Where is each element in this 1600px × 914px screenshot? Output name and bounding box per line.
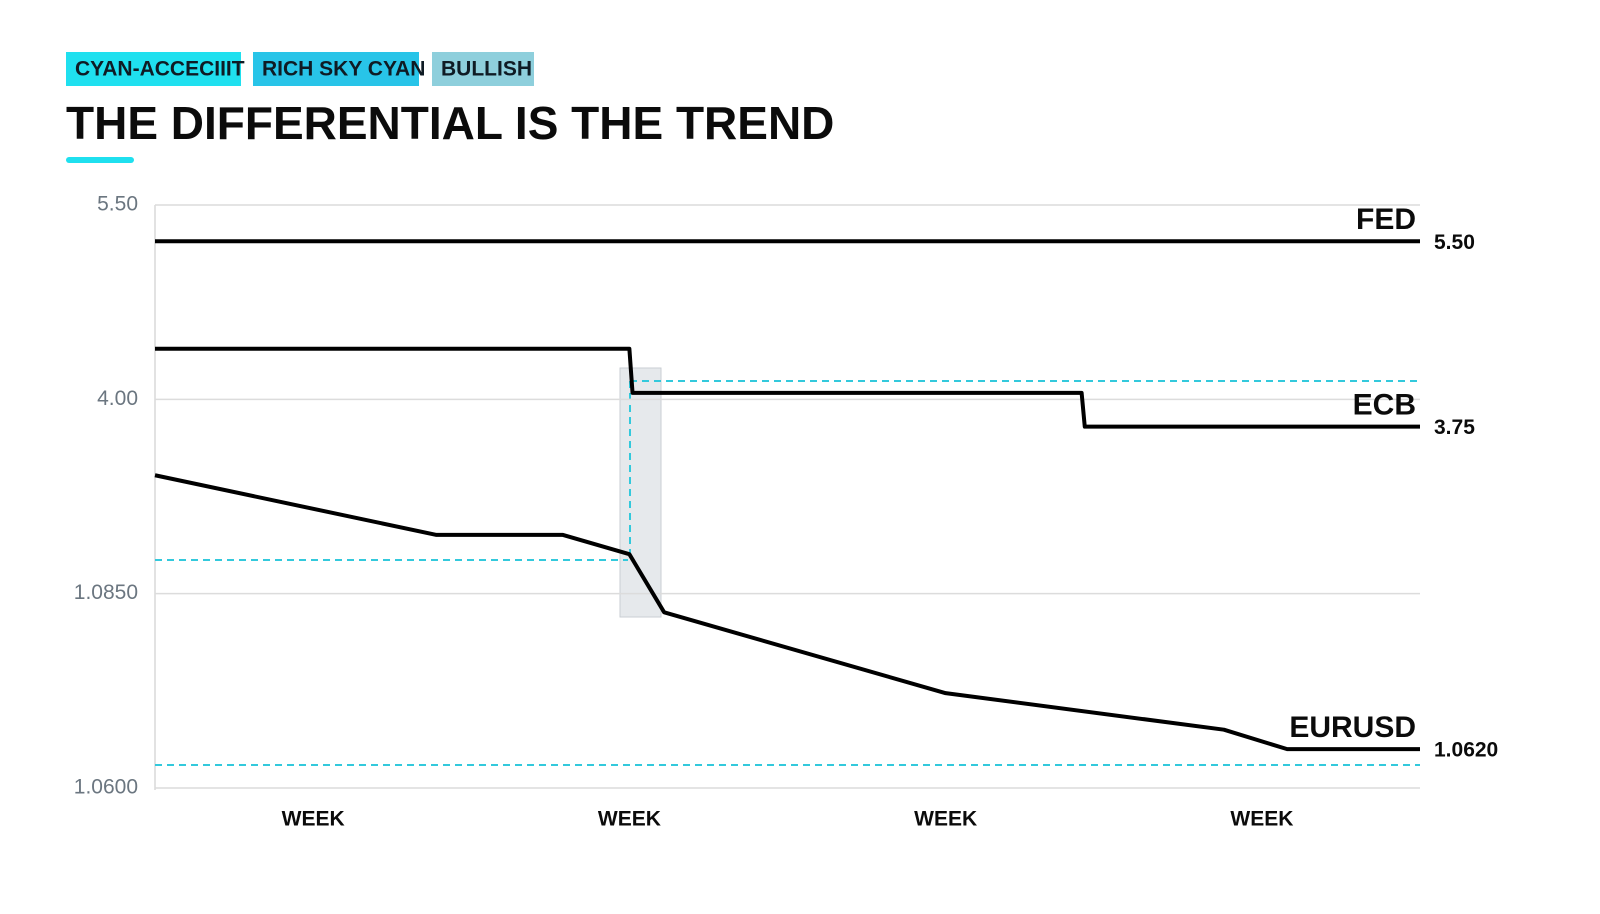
y-tick-label: 4.00 [97, 387, 138, 410]
end-value-label: 1.0620 [1434, 739, 1498, 762]
tag: CYAN-ACCECIIIT [75, 58, 245, 81]
title-underline [66, 157, 134, 163]
series-label: FED [1356, 203, 1416, 236]
series-label: ECB [1353, 389, 1416, 422]
chart-title: THE DIFFERENTIAL IS THE TREND [66, 97, 834, 149]
y-tick-label: 5.50 [97, 193, 138, 216]
x-tick-label: WEEK [282, 808, 345, 831]
end-value-label: 5.50 [1434, 231, 1475, 254]
tag: BULLISH [441, 58, 532, 81]
tag-bg [66, 52, 241, 86]
end-value-label: 3.75 [1434, 416, 1475, 439]
series-label: EURUSD [1289, 711, 1416, 744]
tag-bg [253, 52, 419, 86]
tag: RICH SKY CYAN [262, 58, 425, 81]
y-tick-label: 1.0850 [74, 581, 138, 604]
y-tick-label: 1.0600 [74, 776, 138, 799]
series-line [155, 346, 1420, 429]
highlight-box [619, 367, 662, 618]
series-line [154, 473, 1420, 752]
x-tick-label: WEEK [598, 808, 661, 831]
reference-lines [155, 380, 1420, 766]
x-tick-label: WEEK [1230, 808, 1293, 831]
tag-bg [432, 52, 534, 86]
x-tick-label: WEEK [914, 808, 977, 831]
